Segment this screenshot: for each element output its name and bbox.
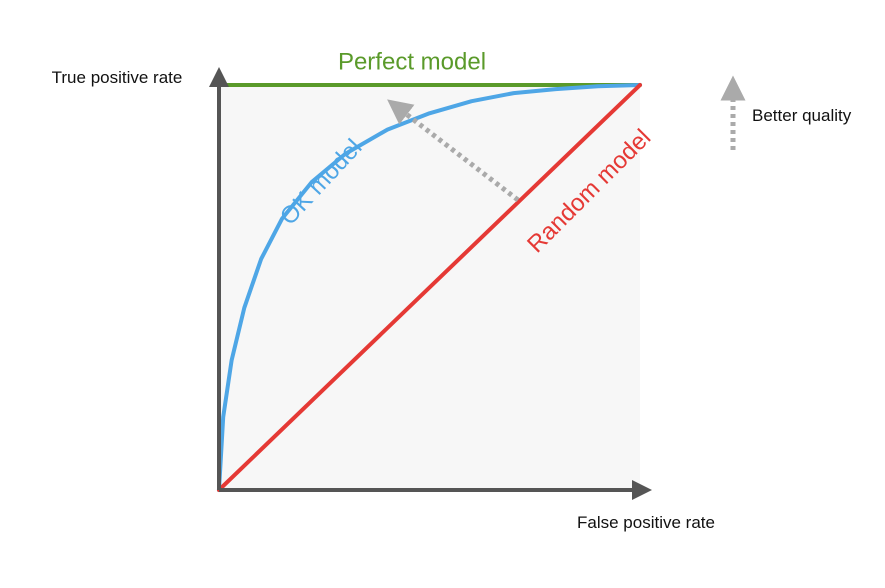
- random-model-curve: [217, 83, 642, 492]
- ok-model-curve: [217, 83, 642, 492]
- y-axis-label: True positive rate: [52, 68, 183, 87]
- perfect-model-label: Perfect model: [338, 48, 486, 75]
- better-quality-direction-arrow: [387, 99, 520, 202]
- better-quality-label: Better quality: [752, 106, 852, 125]
- x-axis-label: False positive rate: [577, 513, 715, 532]
